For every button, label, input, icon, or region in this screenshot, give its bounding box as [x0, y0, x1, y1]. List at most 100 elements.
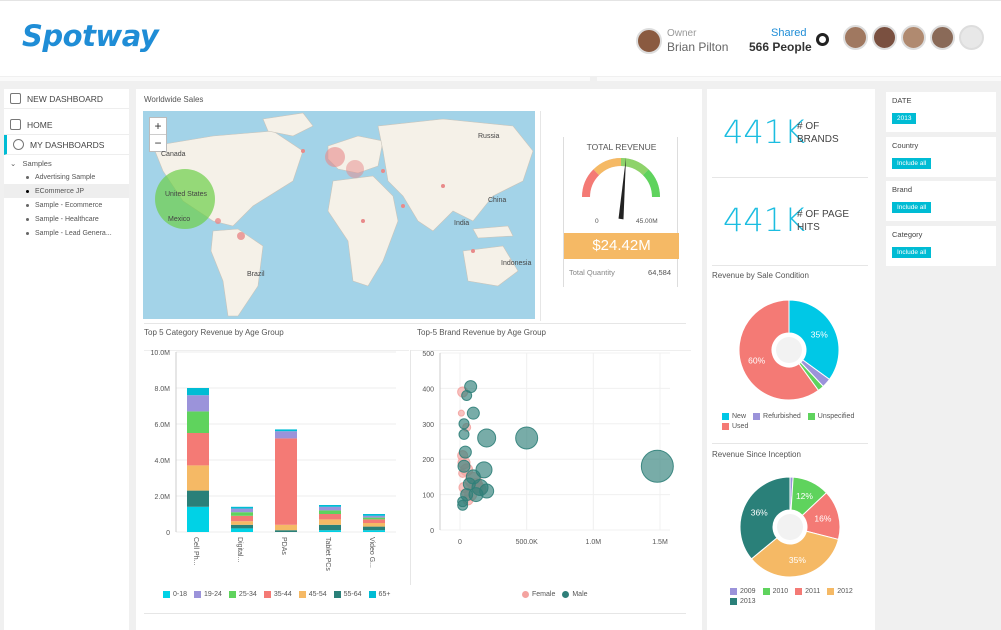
sidebar-item-sample-healthcare[interactable]: Sample - Healthcare: [4, 212, 129, 226]
x-tick-label: PDAs: [280, 537, 287, 555]
legend-item[interactable]: Unspecified: [807, 413, 854, 420]
legend-item[interactable]: 55-64: [333, 591, 362, 598]
legend-swatch: [263, 591, 271, 598]
samples-group[interactable]: ⌄ Samples: [10, 159, 52, 168]
bar-segment: [187, 465, 209, 491]
sidebar-item-sample-lead[interactable]: Sample - Lead Genera...: [4, 226, 129, 240]
top-bar: Spotway Owner Brian Pilton Shared 566 Pe…: [0, 0, 1001, 76]
legend-label: Female: [532, 591, 556, 598]
item-label: Sample - Lead Genera...: [35, 229, 112, 237]
gauge-dial: 0 45.00M: [582, 157, 660, 225]
legend-item[interactable]: Female: [522, 591, 555, 598]
zoom-out-button[interactable]: −: [154, 136, 162, 150]
kpi-label-line: # OF: [797, 121, 820, 132]
legend-item[interactable]: 35-44: [263, 591, 292, 598]
slice-label: 12%: [796, 491, 813, 501]
legend-swatch: [163, 591, 170, 598]
legend-item[interactable]: 2010: [762, 588, 789, 595]
legend-item[interactable]: 2011: [795, 588, 820, 595]
legend-item[interactable]: 2012: [827, 588, 853, 595]
legend-item[interactable]: 25-34: [228, 591, 257, 598]
item-label: ECommerce JP: [35, 187, 85, 195]
legend-label: 2010: [772, 588, 789, 595]
world-map[interactable]: + − Canada United States Mexico Brazil R…: [143, 111, 535, 319]
app-logo[interactable]: Spotway: [22, 19, 159, 53]
map-label: Mexico: [168, 216, 191, 223]
zoom-in-button[interactable]: +: [150, 118, 166, 135]
scatter-point: [640, 449, 674, 483]
legend-item[interactable]: 2013: [730, 598, 756, 605]
legend-item[interactable]: 19-24: [194, 591, 222, 598]
map-label: India: [454, 220, 470, 227]
legend-item[interactable]: 2009: [730, 588, 756, 595]
total-revenue-gauge[interactable]: TOTAL REVENUE 0 45.00M $24.42M Total Qua…: [563, 137, 679, 287]
legend-label: Used: [732, 423, 749, 430]
filter-date[interactable]: DATE 2013: [886, 92, 996, 132]
cloud-icon: [13, 139, 24, 150]
filter-chip[interactable]: Include all: [892, 202, 932, 213]
legend-item[interactable]: Refurbished: [753, 413, 801, 420]
new-dashboard-label: NEW DASHBOARD: [27, 93, 104, 104]
filter-brand[interactable]: Brand Include all: [886, 181, 996, 221]
filter-category[interactable]: Category Include all: [886, 226, 996, 266]
legend-item[interactable]: Male: [562, 591, 588, 598]
avatar[interactable]: [843, 25, 868, 50]
filter-chip[interactable]: Include all: [892, 247, 932, 258]
x-tick-label: Tablet PCs: [324, 537, 331, 571]
y-tick-label: 500: [422, 351, 434, 358]
legend-swatch: [562, 591, 570, 598]
x-tick-label: 0: [458, 539, 462, 546]
bullet-icon: [26, 217, 29, 221]
y-tick-label: 4.0M: [154, 458, 170, 465]
bar-segment: [319, 505, 341, 507]
legend-item[interactable]: 0-18: [163, 591, 187, 598]
legend-swatch: [762, 588, 770, 595]
sidebar-item-my-dashboards[interactable]: MY DASHBOARDS: [4, 135, 129, 155]
map-label: Canada: [161, 151, 186, 158]
bullet-icon: [26, 203, 29, 207]
filter-country[interactable]: Country Include all: [886, 137, 996, 177]
shared-label[interactable]: Shared: [771, 27, 807, 39]
new-dashboard-button[interactable]: NEW DASHBOARD: [4, 89, 129, 109]
avatar[interactable]: [901, 25, 926, 50]
legend-label: 65+: [378, 591, 391, 598]
item-label: Sample - Healthcare: [35, 215, 99, 223]
sidebar-item-ecommerce-jp[interactable]: ECommerce JP: [4, 184, 129, 198]
donut-hole-inner: [777, 514, 803, 540]
bar-segment: [319, 510, 341, 514]
bar-segment: [231, 512, 253, 516]
gauge-value: $24.42M: [564, 233, 679, 259]
bar-segment: [187, 506, 209, 532]
bar-segment: [319, 524, 341, 531]
sidebar-item-home[interactable]: HOME: [4, 115, 129, 135]
legend-item[interactable]: 65+: [368, 591, 391, 598]
slice-label: 60%: [748, 356, 765, 366]
avatar[interactable]: [959, 25, 984, 50]
sidebar-item-sample-ecommerce[interactable]: Sample - Ecommerce: [4, 198, 129, 212]
legend-item[interactable]: New: [722, 413, 746, 420]
avatar[interactable]: [872, 25, 897, 50]
legend-label: New: [732, 413, 747, 420]
kpi-label-line: HITS: [797, 222, 820, 233]
home-icon: [10, 119, 21, 130]
scatter-point: [515, 426, 539, 450]
legend-swatch: [368, 591, 376, 598]
map-zoom-control: + −: [149, 117, 167, 152]
gauge-title: TOTAL REVENUE: [586, 142, 657, 152]
sidebar-item-advertising[interactable]: Advertising Sample: [4, 170, 129, 184]
samples-label: Samples: [22, 159, 52, 168]
total-quantity-value: 64,584: [648, 268, 671, 277]
bar-segment: [319, 514, 341, 520]
share-icon[interactable]: [816, 33, 829, 46]
inception-legend: 2009 2010 2011 2012 2013: [730, 588, 865, 605]
kpi-brands-label: # OF BRANDS: [797, 120, 839, 146]
bar-segment: [319, 519, 341, 525]
filter-chip[interactable]: Include all: [892, 158, 932, 169]
legend-item[interactable]: Used: [722, 423, 748, 430]
owner-avatar[interactable]: [636, 28, 662, 54]
filter-chip[interactable]: 2013: [892, 113, 917, 124]
legend-item[interactable]: 45-54: [298, 591, 327, 598]
kpi-page-hits-value: 441K: [723, 201, 806, 239]
slice-label: 16%: [814, 514, 831, 524]
avatar[interactable]: [930, 25, 955, 50]
